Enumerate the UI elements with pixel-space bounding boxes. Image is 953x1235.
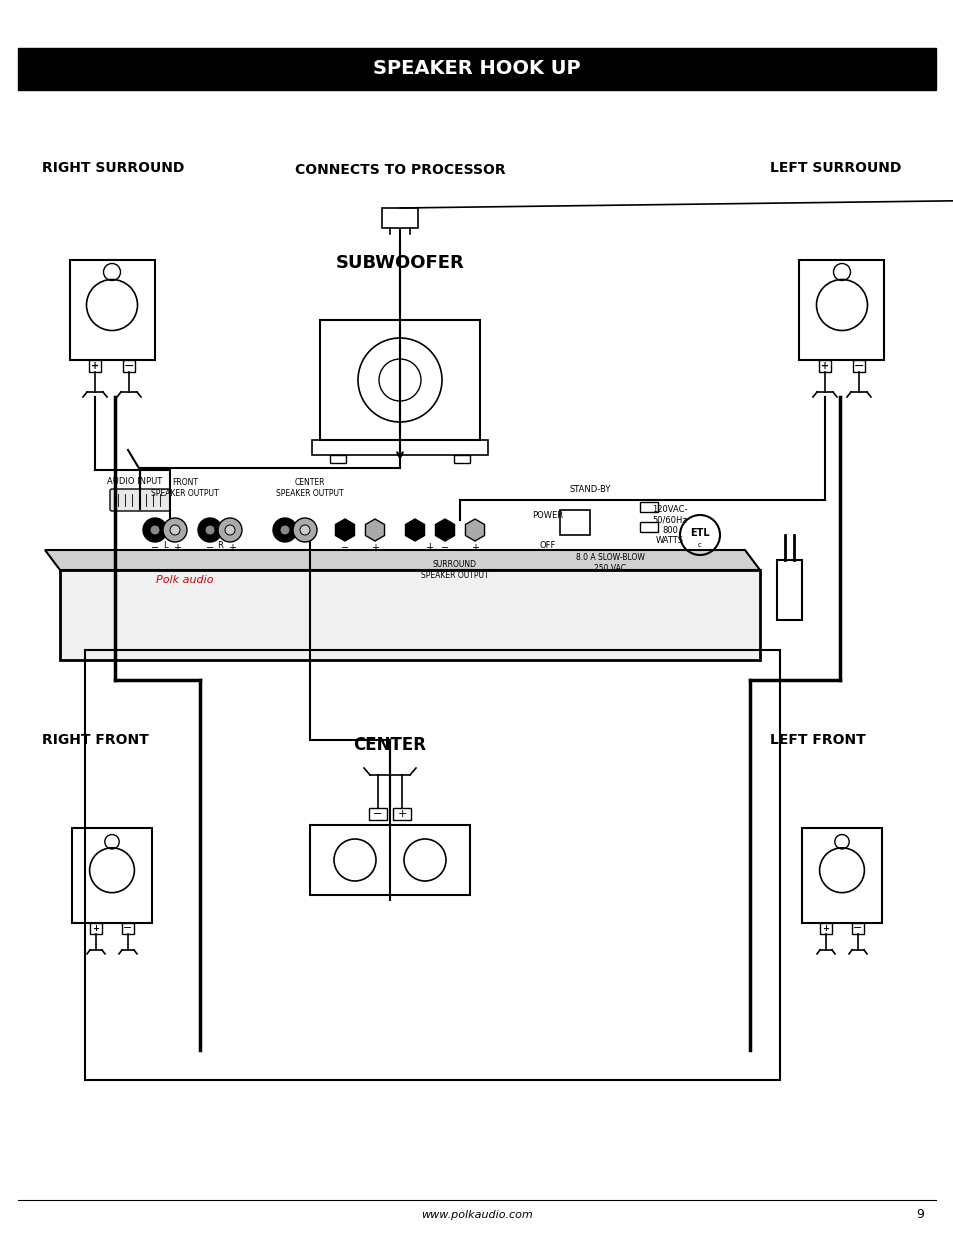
- Text: CENTER
SPEAKER OUTPUT: CENTER SPEAKER OUTPUT: [276, 478, 343, 498]
- Bar: [319, 320, 479, 440]
- Text: −: −: [206, 543, 213, 553]
- Text: RIGHT SURROUND: RIGHT SURROUND: [42, 161, 184, 175]
- Text: −: −: [151, 543, 159, 553]
- Bar: [851, 923, 863, 934]
- Bar: [801, 827, 882, 923]
- Circle shape: [205, 525, 214, 535]
- Polygon shape: [405, 519, 424, 541]
- Circle shape: [225, 525, 234, 535]
- Text: 120VAC-
50/60Hz
800
WATTS: 120VAC- 50/60Hz 800 WATTS: [652, 505, 687, 545]
- FancyBboxPatch shape: [110, 489, 170, 511]
- Text: RIGHT FRONT: RIGHT FRONT: [42, 734, 149, 747]
- Circle shape: [280, 525, 290, 535]
- Bar: [330, 454, 346, 463]
- Bar: [799, 261, 883, 359]
- Bar: [393, 808, 411, 820]
- Bar: [852, 359, 864, 372]
- Text: www.polkaudio.com: www.polkaudio.com: [420, 1210, 533, 1220]
- Polygon shape: [435, 519, 454, 541]
- Text: FRONT
SPEAKER OUTPUT: FRONT SPEAKER OUTPUT: [151, 478, 218, 498]
- Text: ETL: ETL: [689, 529, 709, 538]
- Text: CONNECTS TO PROCESSOR: CONNECTS TO PROCESSOR: [294, 163, 505, 177]
- Circle shape: [143, 517, 167, 542]
- Text: +: +: [91, 361, 99, 370]
- Circle shape: [163, 517, 187, 542]
- Bar: [18, 48, 935, 90]
- Text: −: −: [340, 543, 349, 553]
- Text: CENTER: CENTER: [354, 736, 426, 755]
- Text: +: +: [821, 361, 828, 370]
- Text: L: L: [163, 541, 167, 550]
- Text: −: −: [440, 543, 449, 553]
- Text: SUBWOOFER: SUBWOOFER: [335, 254, 464, 272]
- Circle shape: [150, 525, 160, 535]
- Text: +: +: [172, 543, 181, 553]
- Circle shape: [299, 525, 310, 535]
- Circle shape: [293, 517, 316, 542]
- Text: L: L: [427, 543, 432, 552]
- Text: +: +: [471, 543, 478, 553]
- Text: −: −: [853, 359, 863, 373]
- Polygon shape: [45, 550, 760, 571]
- Polygon shape: [365, 519, 384, 541]
- Circle shape: [170, 525, 180, 535]
- Bar: [310, 825, 470, 895]
- Polygon shape: [465, 519, 484, 541]
- Bar: [381, 207, 417, 228]
- Bar: [123, 359, 135, 372]
- Bar: [90, 923, 102, 934]
- Circle shape: [198, 517, 222, 542]
- Text: 9: 9: [915, 1209, 923, 1221]
- Bar: [818, 359, 830, 372]
- Bar: [85, 650, 780, 1079]
- Bar: [71, 827, 152, 923]
- Text: −: −: [124, 359, 134, 373]
- Bar: [89, 359, 101, 372]
- Text: AUDIO INPUT: AUDIO INPUT: [108, 478, 162, 487]
- Polygon shape: [335, 519, 355, 541]
- Text: POWER: POWER: [532, 510, 563, 520]
- Text: SPEAKER HOOK UP: SPEAKER HOOK UP: [373, 59, 580, 79]
- Text: R: R: [217, 541, 223, 550]
- Bar: [639, 522, 658, 532]
- Text: +: +: [821, 924, 828, 932]
- Text: −: −: [123, 924, 132, 934]
- Bar: [559, 510, 589, 535]
- Bar: [60, 571, 760, 659]
- Bar: [369, 808, 387, 820]
- Text: −: −: [373, 809, 382, 819]
- Text: −: −: [852, 924, 862, 934]
- Bar: [122, 923, 133, 934]
- Text: LEFT SURROUND: LEFT SURROUND: [769, 161, 901, 175]
- Text: +: +: [371, 543, 378, 553]
- Text: c: c: [698, 542, 701, 548]
- Circle shape: [218, 517, 242, 542]
- Bar: [776, 559, 801, 620]
- Text: +: +: [228, 543, 235, 553]
- Text: LEFT FRONT: LEFT FRONT: [769, 734, 864, 747]
- Text: 8.0 A SLOW-BLOW
250 VAC: 8.0 A SLOW-BLOW 250 VAC: [575, 553, 644, 573]
- Bar: [820, 923, 831, 934]
- Text: SURROUND
SPEAKER OUTPUT: SURROUND SPEAKER OUTPUT: [420, 561, 488, 579]
- Bar: [639, 501, 658, 513]
- Text: +: +: [396, 809, 406, 819]
- Text: STAND-BY: STAND-BY: [569, 485, 610, 494]
- Circle shape: [273, 517, 296, 542]
- Text: −: −: [425, 543, 434, 553]
- Bar: [70, 261, 154, 359]
- Text: Polk audio: Polk audio: [156, 576, 213, 585]
- Text: OFF: OFF: [539, 541, 556, 550]
- Bar: [453, 454, 469, 463]
- Text: +: +: [92, 924, 99, 932]
- Bar: [312, 440, 488, 454]
